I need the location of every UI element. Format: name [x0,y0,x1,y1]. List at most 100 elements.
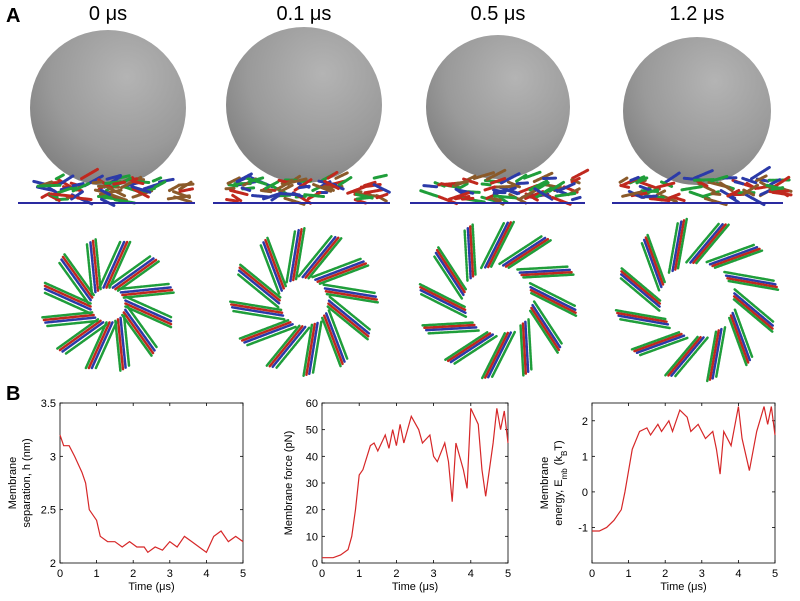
protein-side [93,182,101,183]
protein-top [437,250,464,292]
protein-side [160,179,174,182]
plot-frame [592,403,775,563]
protein-top [420,287,465,310]
protein-top [531,290,576,313]
protein-side [169,186,178,191]
x-tick-label: 1 [626,568,632,580]
protein-side [357,197,372,199]
y-tick-label: 0 [582,487,588,499]
protein-side [712,194,721,195]
snapshot-time: 1.2 μs [670,3,725,25]
particle [623,37,771,185]
y-axis-label-part: separation, h (nm) [21,438,33,527]
protein-side [517,183,527,184]
plot-frame [60,403,243,563]
protein-side [38,185,60,186]
x-axis-label: Time (μs) [392,581,438,593]
protein-side [374,175,386,178]
protein-side [56,175,63,179]
protein-side [573,170,588,178]
snapshot-time: 0.5 μs [471,3,526,25]
particle [426,35,570,179]
protein-top [517,267,567,270]
y-tick-label: 2 [50,558,56,570]
x-tick-label: 4 [203,568,209,580]
protein-side [299,186,309,187]
y-axis-label: Membrane force (pN) [283,431,295,536]
protein-side [114,182,125,184]
x-tick-label: 2 [662,568,668,580]
y-axis-label-part: energy, E [553,479,565,525]
y-tick-label: -1 [578,522,588,534]
protein-side [495,196,516,198]
protein-top [488,222,511,267]
protein-top [451,335,493,362]
x-axis-label: Time (μs) [660,581,706,593]
y-tick-label: 20 [306,505,318,517]
protein-side [773,192,791,195]
x-tick-label: 3 [167,568,173,580]
protein-side [78,198,91,200]
protein-side [643,196,656,197]
protein-top [503,238,545,265]
y-axis-label: Membrane [539,457,551,510]
x-tick-label: 5 [505,568,511,580]
protein-side [620,178,627,182]
x-tick-label: 2 [130,568,136,580]
snapshot-time: 0.1 μs [277,3,332,25]
y-tick-label: 0 [312,558,318,570]
protein-side [772,188,783,190]
x-tick-label: 0 [57,568,63,580]
protein-side [227,200,238,202]
y-tick-label: 3.5 [41,398,56,410]
x-tick-label: 4 [735,568,741,580]
protein-top [531,308,558,350]
y-axis-label: separation, h (nm) [21,438,33,527]
x-tick-label: 5 [772,568,778,580]
protein-side [37,187,54,191]
x-tick-label: 3 [699,568,705,580]
protein-side [305,195,324,197]
x-tick-label: 1 [356,568,362,580]
x-tick-label: 1 [94,568,100,580]
protein-side [682,187,701,190]
panel-label: B [6,383,20,405]
protein-side [650,199,669,201]
protein-side [462,198,472,199]
particle [30,30,186,186]
protein-top [529,319,532,369]
panel-label: A [6,5,20,27]
y-axis-label-part: Membrane force (pN) [283,431,295,536]
protein-top [485,333,508,378]
x-tick-label: 4 [468,568,474,580]
y-tick-label: 3 [50,451,56,463]
x-axis-label: Time (μs) [128,581,174,593]
y-axis-label-part: T) [553,440,565,450]
y-axis-label: Membrane [7,457,19,510]
protein-top [533,305,560,347]
protein-top [465,230,468,280]
protein-side [424,186,437,187]
y-tick-label: 1 [582,451,588,463]
protein-side [556,193,575,196]
protein-side [421,191,437,196]
protein-top [436,253,463,295]
x-tick-label: 3 [431,568,437,580]
y-tick-label: 10 [306,531,318,543]
plot-frame [322,403,508,563]
y-axis-label-part: mb [560,468,569,480]
y-tick-label: 2.5 [41,505,56,517]
y-tick-label: 30 [306,478,318,490]
y-tick-label: 2 [582,416,588,428]
protein-top [448,333,490,360]
protein-side [441,184,450,186]
protein-side [280,193,299,194]
protein-side [492,198,501,200]
protein-side [758,187,767,188]
y-axis-label-part: Membrane [539,457,551,510]
y-tick-label: 40 [306,451,318,463]
protein-side [735,182,743,184]
protein-side [261,190,271,191]
